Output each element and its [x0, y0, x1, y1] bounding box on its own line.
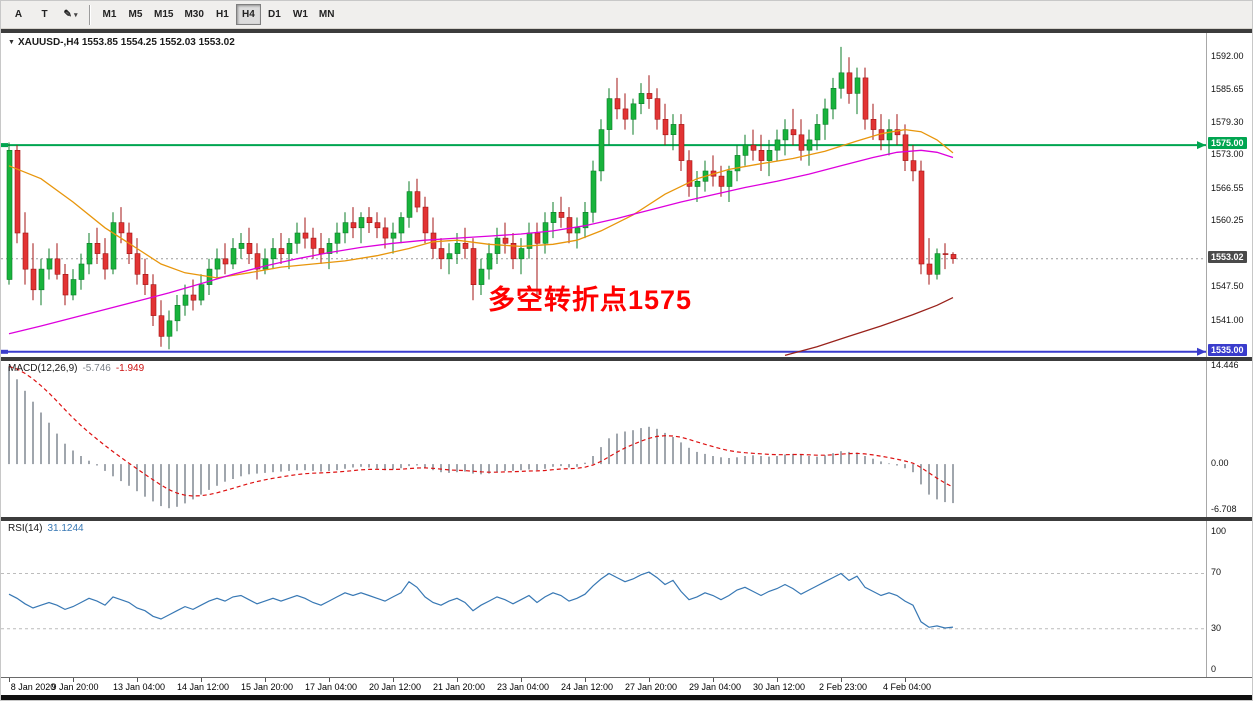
macd-panel-splitter[interactable]	[1, 357, 1252, 361]
price-axis-label: 1566.55	[1211, 183, 1244, 193]
price-axis-label: 1573.00	[1211, 149, 1244, 159]
time-axis-label: 20 Jan 12:00	[368, 682, 422, 692]
symbol-marker-icon: ▼	[8, 39, 15, 46]
toolbar: A T ✎ ▾ M1 M5 M15 M30 H1 H4 D1 W1 MN	[1, 1, 1252, 29]
timeframe-m30-button[interactable]: M30	[184, 9, 204, 20]
time-axis-label: 9 Jan 20:00	[51, 682, 99, 692]
time-tick	[905, 678, 906, 682]
time-tick	[329, 678, 330, 682]
time-axis-label: 27 Jan 20:00	[624, 682, 678, 692]
timeframe-m15-button[interactable]: M15	[154, 9, 174, 20]
annotation-text: 多空转折点1575	[488, 285, 693, 315]
macd-indicator-panel[interactable]	[1, 361, 1206, 517]
time-axis-label: 15 Jan 20:00	[240, 682, 294, 692]
chart-canvas	[1, 571, 1206, 630]
rsi-axis-label: 100	[1211, 526, 1227, 536]
time-tick	[585, 678, 586, 682]
price-axis-label: 1560.25	[1211, 215, 1244, 225]
price-axis-label: 1585.65	[1211, 84, 1244, 94]
macd-label: MACD(12,26,9) -5.746 -1.949	[8, 363, 149, 374]
toolbar-chart-divider	[1, 29, 1252, 33]
chart-title: ▼ XAUUSD-,H4 1553.85 1554.25 1552.03 1553…	[8, 37, 235, 48]
time-tick	[841, 678, 842, 682]
time-tick	[265, 678, 266, 682]
time-tick	[9, 678, 10, 682]
rsi-panel-splitter[interactable]	[1, 517, 1252, 521]
rsi-name: RSI(14)	[8, 523, 43, 534]
time-axis[interactable]: 8 Jan 2020 9 Jan 20:00 13 Jan 04:00 14 Jan …	[1, 678, 1206, 695]
price-axis-label: 1579.30	[1211, 117, 1244, 127]
rsi-axis-label: 30	[1211, 623, 1222, 633]
dropdown-caret-icon: ▾	[73, 11, 78, 19]
chart-canvas	[1, 46, 1206, 357]
window-bottom-bar	[1, 695, 1252, 700]
rsi-axis-label: 70	[1211, 567, 1222, 577]
price-axis[interactable]: 1592.00 1585.65 1579.30 1573.00 1566.55 1560.…	[1206, 30, 1252, 677]
timeframe-h1-button[interactable]: H1	[216, 9, 229, 20]
macd-axis-label: 14.446	[1211, 360, 1239, 370]
time-tick	[521, 678, 522, 682]
time-tick	[137, 678, 138, 682]
rsi-value: 31.1244	[47, 523, 84, 534]
candlestick-chart-panel[interactable]	[1, 34, 1206, 357]
text-tool-button[interactable]: T	[41, 9, 48, 20]
chart-canvas	[8, 365, 954, 509]
rsi-label: RSI(14) 31.1244	[8, 523, 89, 534]
chart-title-text: XAUUSD-,H4 1553.85 1554.25 1552.03 1553.…	[17, 37, 235, 48]
macd-name: MACD(12,26,9)	[8, 363, 78, 374]
time-axis-label: 14 Jan 12:00	[176, 682, 230, 692]
timeframe-m1-button[interactable]: M1	[102, 9, 117, 20]
time-axis-label: 24 Jan 12:00	[560, 682, 614, 692]
time-axis-label: 17 Jan 04:00	[304, 682, 358, 692]
timeframe-w1-button[interactable]: W1	[292, 9, 308, 20]
time-tick	[649, 678, 650, 682]
time-axis-label: 8 Jan 2020	[10, 682, 56, 692]
time-axis-label: 23 Jan 04:00	[496, 682, 550, 692]
timeframe-mn-button[interactable]: MN	[318, 9, 335, 20]
time-axis-label: 29 Jan 04:00	[688, 682, 742, 692]
price-axis-label: 1541.00	[1211, 315, 1244, 325]
time-tick	[393, 678, 394, 682]
macd-axis-label: 0.00	[1211, 458, 1229, 468]
price-axis-label: 1592.00	[1211, 51, 1244, 61]
time-tick	[457, 678, 458, 682]
time-tick	[777, 678, 778, 682]
timeframe-d1-button[interactable]: D1	[268, 9, 281, 20]
time-tick	[73, 678, 74, 682]
rsi-indicator-panel[interactable]	[1, 521, 1206, 677]
time-tick	[713, 678, 714, 682]
time-tick	[201, 678, 202, 682]
arrow-tool-button[interactable]: A	[14, 9, 23, 20]
time-axis-label: 2 Feb 23:00	[818, 682, 868, 692]
price-axis-label: 1547.50	[1211, 281, 1244, 291]
macd-main-value: -5.746	[82, 363, 111, 374]
timeframe-m5-button[interactable]: M5	[128, 9, 143, 20]
time-axis-label: 30 Jan 12:00	[752, 682, 806, 692]
current-bid-price-label: 1553.02	[1208, 251, 1247, 263]
macd-axis-label: -6.708	[1211, 504, 1237, 514]
timeframe-h4-button[interactable]: H4	[235, 4, 261, 25]
time-axis-divider	[1, 677, 1252, 678]
toolbar-separator	[89, 4, 91, 25]
draw-tool-button[interactable]: ✎ ▾	[63, 9, 78, 20]
hline-1535-price-label: 1535.00	[1208, 344, 1247, 356]
macd-signal-value: -1.949	[115, 363, 145, 374]
time-axis-label: 13 Jan 04:00	[112, 682, 166, 692]
time-axis-label: 21 Jan 20:00	[432, 682, 486, 692]
rsi-axis-label: 0	[1211, 664, 1217, 674]
hline-1575-price-label: 1575.00	[1208, 137, 1247, 149]
time-axis-label: 4 Feb 04:00	[882, 682, 932, 692]
